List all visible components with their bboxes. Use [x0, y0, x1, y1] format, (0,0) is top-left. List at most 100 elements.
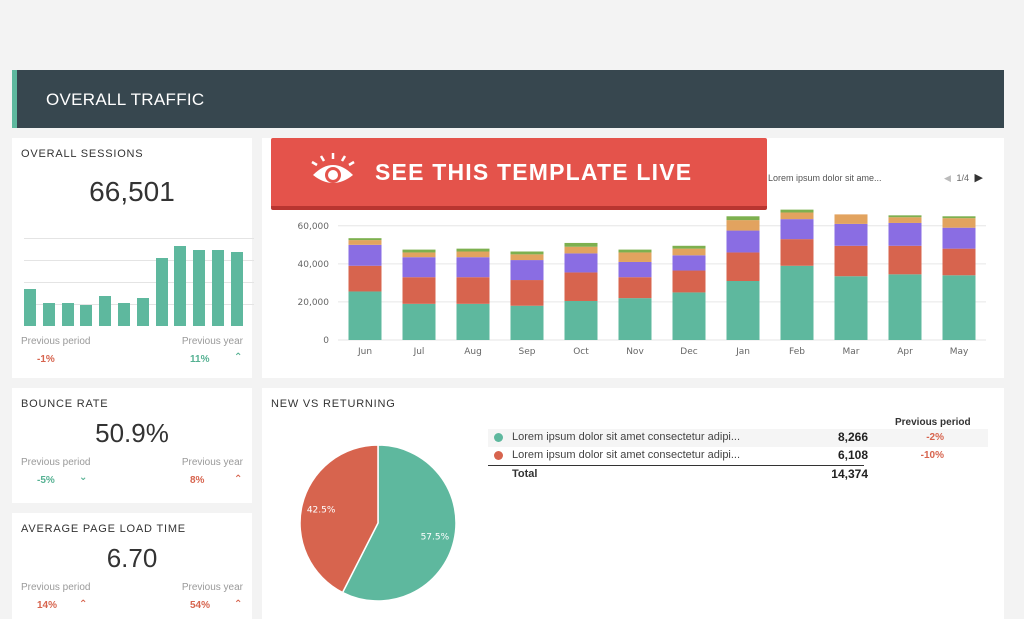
x-tick-label: Sep — [519, 347, 536, 357]
bar-segment — [780, 265, 814, 340]
bar-segment — [888, 217, 922, 223]
sessions-bar — [212, 249, 224, 326]
table-row: Lorem ipsum dolor sit amet consectetur a… — [488, 447, 988, 465]
row-value: 8,266 — [837, 430, 868, 444]
bar-segment — [780, 209, 814, 213]
y-tick-label: 0 — [323, 336, 329, 346]
bar-segment — [510, 251, 544, 255]
bar-segment — [834, 214, 868, 224]
total-label: Total — [512, 468, 538, 480]
bar-segment — [618, 261, 652, 278]
y-tick-label: 60,000 — [298, 222, 330, 232]
x-tick-label: Jun — [357, 347, 372, 357]
loadtime-prev-period-label: Previous period — [21, 582, 91, 593]
bar-segment — [402, 303, 436, 340]
bar-segment — [942, 227, 976, 249]
traffic-stacked-bar-chart: 60,000 40,000 20,000 0 Jun Jul Aug Sep Oct Nov Dec… — [298, 209, 986, 357]
row-value: 6,108 — [837, 448, 868, 462]
sessions-bar — [118, 302, 130, 326]
chart-legend[interactable]: Lorem ipsum dolor sit ame... — [768, 173, 882, 183]
sessions-value: 66,501 — [89, 176, 175, 207]
bar-segment — [348, 244, 382, 266]
bar-segment — [672, 248, 706, 256]
row-label: Lorem ipsum dolor sit amet consectetur a… — [512, 431, 741, 443]
bar-segment — [510, 254, 544, 261]
pie-slice — [341, 444, 457, 602]
bar-segment — [510, 280, 544, 306]
sessions-bar — [24, 288, 36, 326]
sessions-bar — [193, 249, 206, 326]
x-tick-label: Feb — [789, 347, 805, 357]
prev-page-icon[interactable]: ◀ — [944, 173, 951, 183]
bar-segment — [834, 276, 868, 340]
bar-segment — [510, 305, 544, 340]
bar-segment — [510, 260, 544, 281]
next-page-icon[interactable]: ▶ — [974, 172, 983, 184]
sessions-title: OVERALL SESSIONS — [21, 148, 144, 160]
bar-segment — [564, 272, 598, 301]
bar-segment — [834, 223, 868, 246]
bar-segment — [564, 246, 598, 254]
x-tick-label: Jul — [413, 347, 425, 357]
prev-period-header: Previous period — [895, 417, 971, 428]
bar-segment — [888, 245, 922, 275]
loadtime-prev-year-value: 54% — [190, 600, 211, 611]
bar-segment — [564, 300, 598, 340]
bar-segment — [348, 291, 382, 340]
pie-label: 42.5% — [307, 505, 336, 515]
section-title: OVERALL TRAFFIC — [46, 90, 205, 109]
bar-segment — [672, 270, 706, 293]
bar-segment — [726, 220, 760, 231]
bar-segment — [942, 275, 976, 340]
bar-segment — [942, 218, 976, 228]
bar-segment — [888, 215, 922, 218]
bar-segment — [618, 252, 652, 262]
up-arrow-icon: ⌃ — [79, 599, 88, 610]
x-tick-label: Aug — [464, 347, 482, 357]
bar-segment — [888, 222, 922, 246]
bar-segment — [402, 249, 436, 253]
row-prev-period: -10% — [920, 450, 944, 461]
bounce-prev-year-value: 8% — [190, 475, 205, 486]
bar-segment — [726, 252, 760, 281]
bar-segment — [402, 277, 436, 304]
legend-dot-returning — [494, 451, 503, 460]
bar-segment — [780, 239, 814, 266]
sessions-bar-chart — [24, 238, 254, 326]
table-row: Lorem ipsum dolor sit amet consectetur a… — [488, 429, 988, 447]
bar-segment — [942, 216, 976, 219]
sessions-prev-period-label: Previous period — [21, 336, 91, 347]
x-tick-label: Oct — [573, 347, 589, 357]
bar-segment — [888, 274, 922, 340]
bar-segment — [942, 248, 976, 276]
section-header: OVERALL TRAFFIC — [12, 70, 1004, 128]
bar-segment — [780, 219, 814, 240]
x-tick-label: Mar — [843, 347, 860, 357]
bar-segment — [726, 281, 760, 340]
pie-slice — [299, 444, 379, 594]
loadtime-value: 6.70 — [106, 543, 158, 573]
bounce-title: BOUNCE RATE — [21, 398, 109, 410]
sessions-bar — [99, 295, 112, 326]
x-tick-label: May — [950, 347, 969, 357]
bar-segment — [564, 242, 598, 247]
loadtime-card: AVERAGE PAGE LOAD TIME 6.70 Previous per… — [12, 513, 252, 619]
bounce-prev-period-value: -5% — [37, 475, 55, 486]
bar-segment — [672, 245, 706, 249]
loadtime-prev-year-label: Previous year — [181, 582, 243, 593]
chart-legend-pager[interactable]: ◀ 1/4 ▶ — [944, 171, 983, 184]
bar-segment — [780, 212, 814, 220]
row-label: Lorem ipsum dolor sit amet consectetur a… — [512, 449, 741, 461]
sessions-bar — [42, 302, 55, 326]
x-tick-label: Dec — [680, 347, 697, 357]
see-template-live-button[interactable]: SEE THIS TEMPLATE LIVE — [271, 138, 767, 210]
eye-icon — [311, 153, 355, 183]
bar-segment — [672, 255, 706, 271]
bar-segment — [456, 303, 490, 340]
sessions-card: OVERALL SESSIONS 66,501 Previous period … — [12, 138, 254, 378]
bar-segment — [348, 240, 382, 245]
loadtime-prev-period-value: 14% — [37, 600, 58, 611]
legend-dot-new — [494, 433, 503, 442]
bounce-prev-year-label: Previous year — [181, 457, 243, 468]
new-vs-returning-title: NEW VS RETURNING — [271, 398, 396, 410]
